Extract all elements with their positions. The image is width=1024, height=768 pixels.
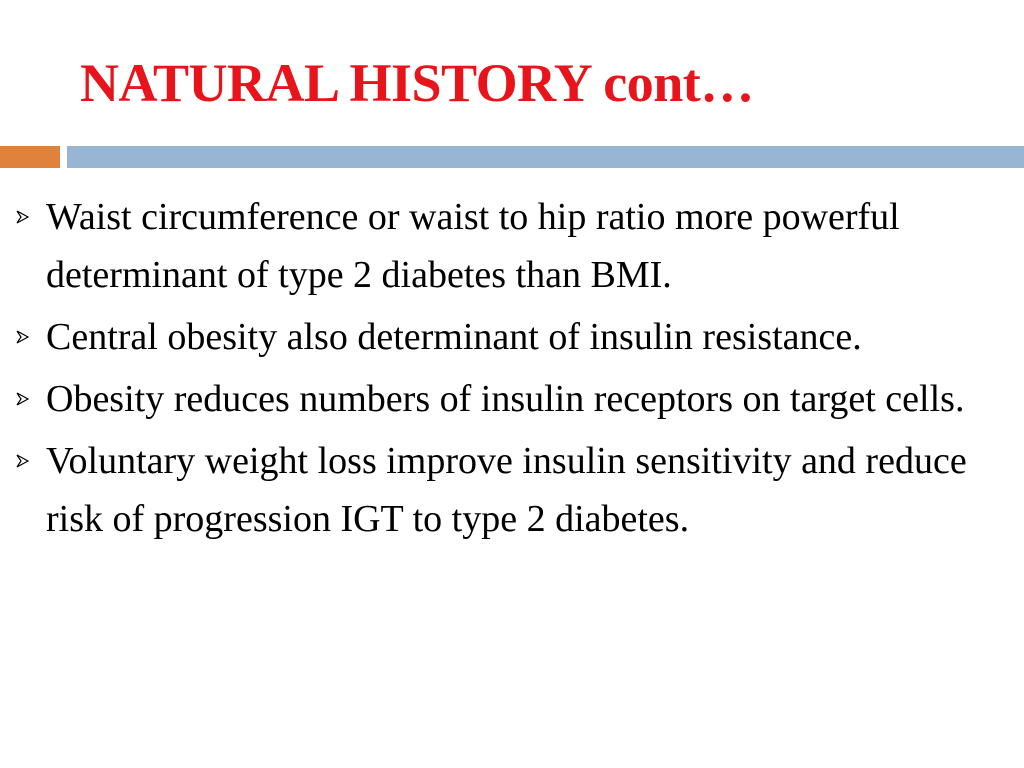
bullet-item: Waist circumference or waist to hip rati… (0, 188, 1024, 304)
chevron-right-icon (12, 432, 32, 490)
bullet-item: Voluntary weight loss improve insulin se… (0, 432, 1024, 548)
chevron-right-icon (12, 188, 32, 246)
slide-title: NATURAL HISTORY cont… (80, 53, 754, 113)
accent-bar-orange (0, 146, 60, 168)
chevron-right-icon (12, 308, 32, 366)
bullet-item: Obesity reduces numbers of insulin recep… (0, 370, 1024, 428)
bullet-list: Waist circumference or waist to hip rati… (0, 188, 1024, 552)
chevron-right-icon (12, 370, 32, 428)
bullet-item: Central obesity also determinant of insu… (0, 308, 1024, 366)
bullet-text: Voluntary weight loss improve insulin se… (46, 440, 967, 540)
bullet-text: Obesity reduces numbers of insulin recep… (46, 378, 965, 420)
accent-bar-blue (67, 146, 1024, 168)
bullet-text: Waist circumference or waist to hip rati… (46, 196, 900, 296)
bullet-text: Central obesity also determinant of insu… (46, 316, 862, 358)
